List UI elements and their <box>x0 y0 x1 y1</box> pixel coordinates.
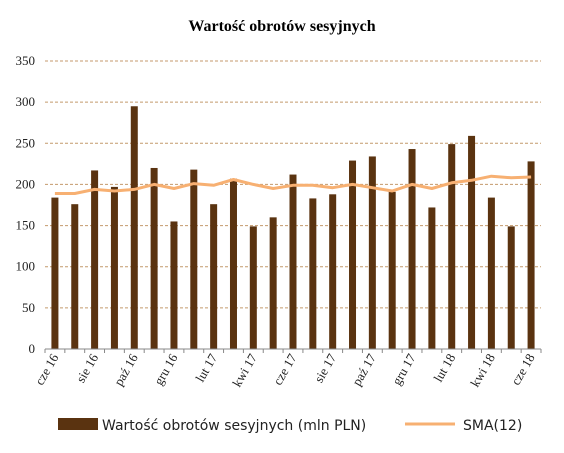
bar <box>527 161 535 349</box>
bar <box>150 167 158 349</box>
x-tick-label: lut 18 <box>430 351 458 384</box>
y-tick-label: 200 <box>16 176 36 191</box>
y-tick-label: 100 <box>16 259 36 274</box>
bar <box>487 197 495 349</box>
bar <box>170 221 178 349</box>
bar <box>448 144 456 349</box>
x-tick-label: lut 17 <box>192 351 220 385</box>
x-tick-label: gru 16 <box>151 351 181 388</box>
bar <box>269 217 277 349</box>
bar <box>368 156 376 349</box>
bar-series <box>51 106 535 349</box>
bar <box>329 194 337 349</box>
y-tick-label: 350 <box>16 53 36 68</box>
line-series <box>54 174 532 195</box>
chart-title: Wartość obrotów sesyjnych <box>188 18 375 35</box>
bar <box>229 178 237 349</box>
bar <box>210 204 218 349</box>
x-tick-label: cze 17 <box>270 351 300 388</box>
y-tick-label: 300 <box>16 94 36 109</box>
bar <box>428 207 436 349</box>
legend: Wartość obrotów sesyjnych (mln PLN) SMA(… <box>58 418 522 434</box>
bar <box>388 191 396 349</box>
y-tick-label: 50 <box>22 300 35 315</box>
bar <box>91 170 99 349</box>
legend-swatch-bars <box>58 418 98 430</box>
bar <box>349 160 357 349</box>
bar <box>289 174 297 349</box>
x-tick-label: gru 17 <box>389 351 419 388</box>
bar <box>249 226 257 349</box>
y-tick-label: 0 <box>29 341 36 356</box>
bar <box>71 204 79 349</box>
x-tick-label: kwi 17 <box>229 351 260 390</box>
x-tick-label: sie 17 <box>311 351 340 386</box>
legend-label-bars: Wartość obrotów sesyjnych (mln PLN) <box>102 418 366 434</box>
x-tick-label: cze 16 <box>32 351 62 388</box>
x-tick-label: cze 18 <box>508 351 538 388</box>
x-tick-label: sie 16 <box>73 351 102 386</box>
x-tick-label: kwi 18 <box>467 351 498 389</box>
x-tick-label: paź 17 <box>349 351 379 389</box>
y-tick-label: 150 <box>16 218 36 233</box>
bar <box>309 198 317 349</box>
y-tick-label: 250 <box>16 135 36 150</box>
bar <box>507 226 515 349</box>
bar <box>130 106 138 349</box>
bar <box>110 186 118 349</box>
y-axis-tick-labels: 0 50 100 150 200 250 300 350 <box>16 53 36 356</box>
legend-label-line: SMA(12) <box>463 418 522 434</box>
x-axis <box>44 348 542 353</box>
bar <box>51 197 59 349</box>
x-axis-tick-labels: cze 16 sie 16 paź 16 gru 16 lut 17 kwi 17 cze … <box>32 351 538 390</box>
bar <box>408 149 416 349</box>
bar <box>190 169 198 349</box>
x-tick-label: paź 16 <box>111 351 141 389</box>
bar <box>468 135 476 349</box>
sma-line <box>54 174 532 195</box>
